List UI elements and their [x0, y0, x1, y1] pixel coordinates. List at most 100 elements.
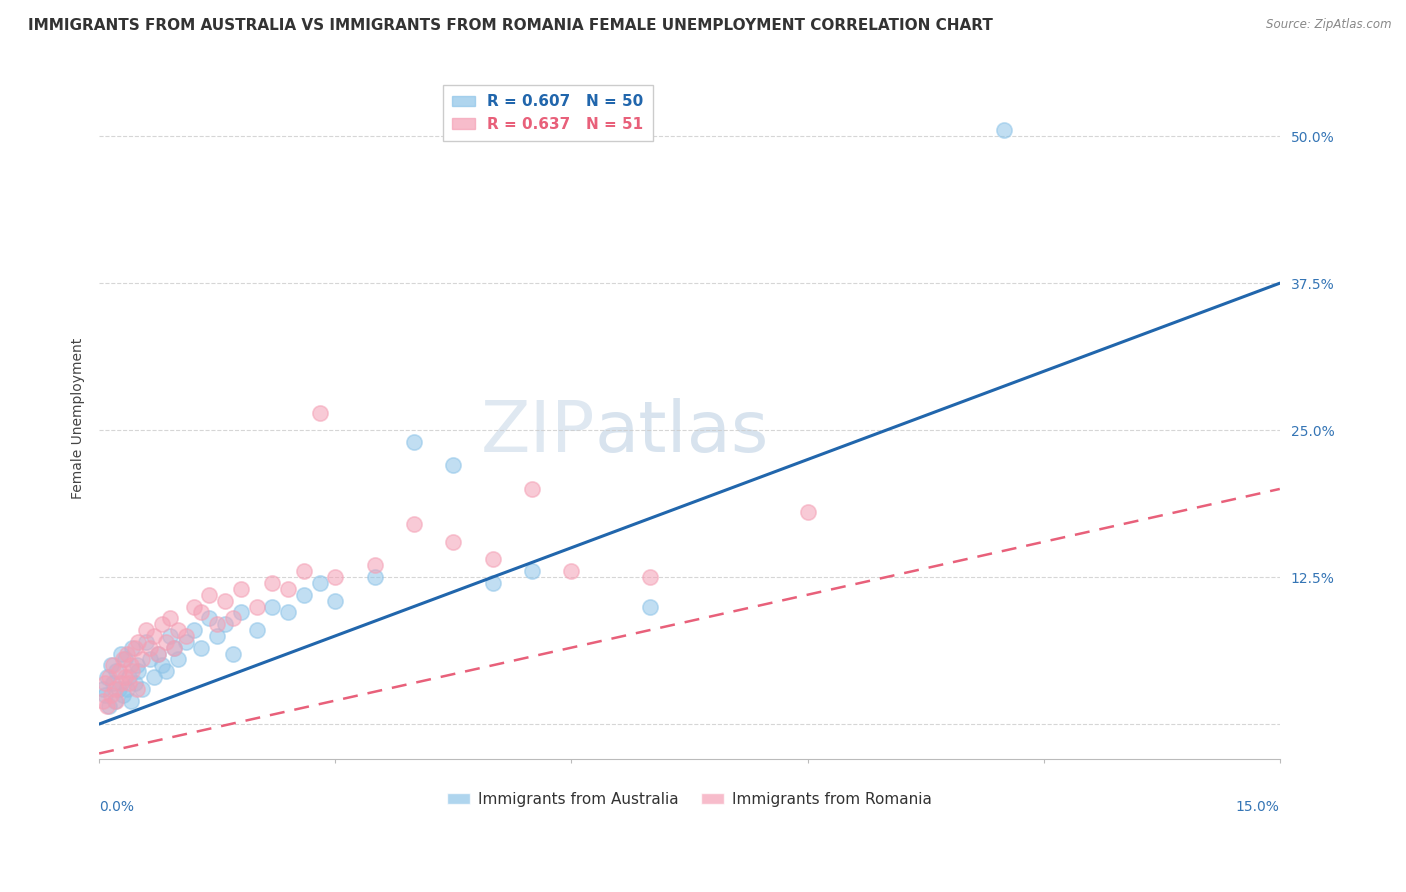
- Point: [110, 676, 132, 690]
- Point: [155, 634, 177, 648]
- Point: [100, 688, 122, 702]
- Point: [402, 517, 425, 532]
- Point: [146, 647, 169, 661]
- Point: [91, 681, 114, 696]
- Point: [174, 629, 197, 643]
- Point: [292, 588, 315, 602]
- Point: [163, 640, 186, 655]
- Point: [183, 623, 205, 637]
- Point: [104, 681, 127, 696]
- Point: [139, 652, 162, 666]
- Point: [121, 664, 143, 678]
- Text: 0.0%: 0.0%: [100, 800, 134, 814]
- Point: [481, 552, 503, 566]
- Point: [308, 576, 330, 591]
- Point: [96, 699, 118, 714]
- Point: [118, 670, 141, 684]
- Point: [97, 670, 120, 684]
- Point: [323, 593, 346, 607]
- Point: [292, 564, 315, 578]
- Point: [100, 658, 122, 673]
- Point: [363, 558, 385, 573]
- Point: [214, 617, 236, 632]
- Point: [205, 617, 228, 632]
- Point: [111, 652, 134, 666]
- Point: [146, 647, 169, 661]
- Point: [277, 606, 299, 620]
- Point: [120, 658, 142, 673]
- Point: [131, 681, 153, 696]
- Text: atlas: atlas: [595, 398, 769, 467]
- Point: [105, 664, 128, 678]
- Point: [103, 658, 125, 673]
- Point: [520, 482, 543, 496]
- Point: [245, 623, 267, 637]
- Point: [796, 505, 818, 519]
- Point: [135, 623, 157, 637]
- Point: [135, 634, 157, 648]
- Point: [441, 458, 464, 473]
- Point: [159, 611, 181, 625]
- Point: [229, 606, 252, 620]
- Text: IMMIGRANTS FROM AUSTRALIA VS IMMIGRANTS FROM ROMANIA FEMALE UNEMPLOYMENT CORRELA: IMMIGRANTS FROM AUSTRALIA VS IMMIGRANTS …: [28, 18, 993, 33]
- Point: [520, 564, 543, 578]
- Point: [115, 681, 138, 696]
- Point: [143, 670, 166, 684]
- Point: [308, 405, 330, 419]
- Point: [104, 693, 127, 707]
- Point: [96, 670, 118, 684]
- Point: [229, 582, 252, 596]
- Point: [118, 676, 141, 690]
- Point: [114, 670, 136, 684]
- Point: [166, 652, 188, 666]
- Point: [115, 647, 138, 661]
- Point: [127, 634, 149, 648]
- Point: [277, 582, 299, 596]
- Point: [131, 652, 153, 666]
- Point: [125, 658, 148, 673]
- Point: [638, 599, 661, 614]
- Y-axis label: Female Unemployment: Female Unemployment: [72, 338, 86, 499]
- Point: [159, 629, 181, 643]
- Point: [124, 676, 146, 690]
- Point: [402, 434, 425, 449]
- Point: [94, 688, 117, 702]
- Point: [105, 693, 128, 707]
- Point: [222, 611, 245, 625]
- Point: [262, 576, 284, 591]
- Point: [121, 640, 143, 655]
- Point: [198, 588, 221, 602]
- Point: [111, 688, 134, 702]
- Point: [150, 617, 173, 632]
- Point: [560, 564, 582, 578]
- Point: [441, 534, 464, 549]
- Point: [103, 676, 125, 690]
- Point: [107, 681, 129, 696]
- Legend: Immigrants from Australia, Immigrants from Romania: Immigrants from Australia, Immigrants fr…: [441, 786, 938, 814]
- Text: ZIP: ZIP: [481, 398, 595, 467]
- Point: [94, 676, 117, 690]
- Point: [110, 647, 132, 661]
- Point: [190, 640, 212, 655]
- Text: Source: ZipAtlas.com: Source: ZipAtlas.com: [1267, 18, 1392, 31]
- Point: [205, 629, 228, 643]
- Point: [143, 629, 166, 643]
- Point: [91, 693, 114, 707]
- Point: [150, 658, 173, 673]
- Point: [245, 599, 267, 614]
- Point: [127, 664, 149, 678]
- Point: [107, 664, 129, 678]
- Point: [139, 640, 162, 655]
- Point: [183, 599, 205, 614]
- Point: [363, 570, 385, 584]
- Point: [222, 647, 245, 661]
- Point: [155, 664, 177, 678]
- Point: [198, 611, 221, 625]
- Point: [638, 570, 661, 584]
- Point: [481, 576, 503, 591]
- Point: [262, 599, 284, 614]
- Point: [120, 693, 142, 707]
- Point: [125, 681, 148, 696]
- Point: [166, 623, 188, 637]
- Text: 15.0%: 15.0%: [1236, 800, 1279, 814]
